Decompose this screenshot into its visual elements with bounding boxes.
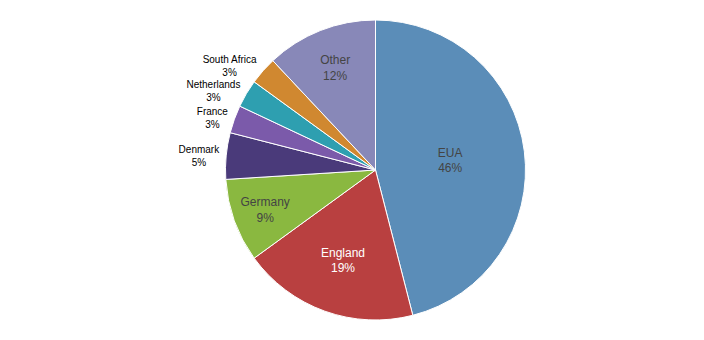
- svg-text:Denmark5%: Denmark5%: [179, 144, 221, 168]
- svg-text:EUA46%: EUA46%: [438, 146, 463, 176]
- svg-text:Germany9%: Germany9%: [240, 195, 289, 225]
- svg-text:South Africa3%: South Africa3%: [203, 54, 257, 78]
- svg-text:Other12%: Other12%: [320, 53, 350, 83]
- svg-text:Netherlands3%: Netherlands3%: [186, 79, 240, 103]
- svg-text:France3%: France3%: [197, 106, 229, 130]
- svg-text:England19%: England19%: [321, 246, 365, 276]
